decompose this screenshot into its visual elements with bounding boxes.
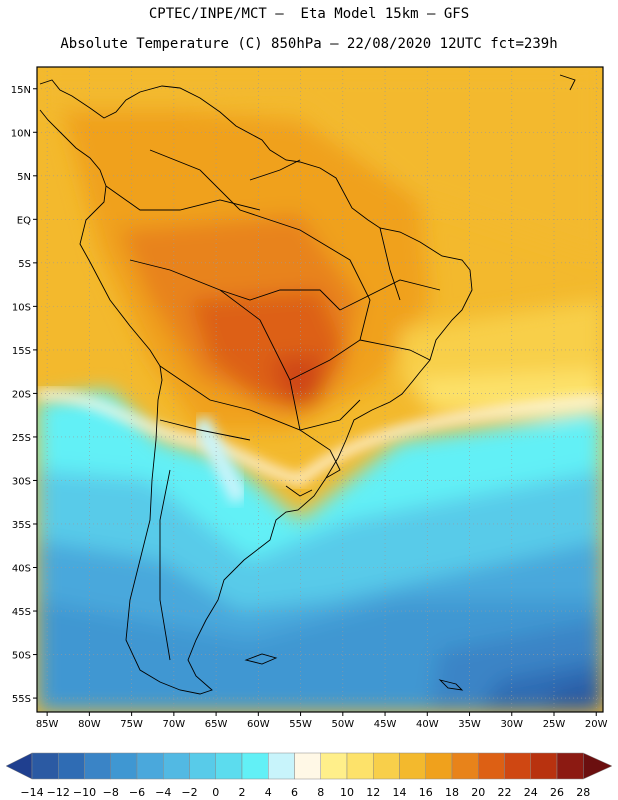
colorbar-label: −14 — [20, 786, 43, 799]
coastline — [39, 74, 576, 695]
lat-tick-label: EQ — [17, 215, 31, 226]
colorbar-label: 12 — [366, 786, 380, 799]
lat-tick-label: 15N — [11, 85, 31, 96]
lat-tick-label: 50S — [12, 651, 31, 662]
lat-tick-label: 55S — [12, 694, 31, 705]
colorbar-label: 16 — [419, 786, 433, 799]
lat-tick-label: 35S — [12, 520, 31, 531]
lat-tick-label: 15S — [12, 346, 31, 357]
colorbar-swatch — [294, 752, 321, 780]
lon-tick-label: 60W — [247, 719, 270, 730]
colorbar-label: 20 — [471, 786, 485, 799]
colorbar-swatch — [320, 752, 348, 780]
map-subtitle: Absolute Temperature (C) 850hPa – 22/08/… — [60, 36, 558, 52]
colorbar-swatch — [504, 752, 531, 780]
colorbar-swatch — [84, 752, 111, 780]
lon-tick-label: 20W — [585, 719, 608, 730]
lat-tick-label: 10N — [11, 128, 31, 139]
colorbar-label: −2 — [181, 786, 197, 799]
lon-tick-label: 30W — [500, 719, 523, 730]
colorbar-label: 6 — [291, 786, 298, 799]
map-title: CPTEC/INPE/MCT – Eta Model 15km – GFS — [148, 6, 470, 22]
colorbar-swatch — [373, 752, 400, 780]
colorbar-label: 14 — [393, 786, 407, 799]
colorbar-swatch — [136, 752, 164, 780]
colorbar-swatch — [425, 752, 453, 780]
colorbar-swatch — [110, 752, 138, 780]
lon-tick-label: 40W — [416, 719, 439, 730]
colorbar-swatch — [530, 752, 558, 780]
lon-tick-label: 25W — [543, 719, 566, 730]
colorbar-max-triangle — [583, 752, 613, 780]
latitude-axis: 15N 10N 5N EQ 5S 10S 15S 20S 25S 30S 35S 40S 45S 50S 5… — [11, 85, 37, 705]
colorbar-swatch — [189, 752, 216, 780]
temperature-field — [37, 67, 603, 712]
lat-tick-label: 40S — [12, 564, 31, 575]
colorbar-swatch — [58, 752, 85, 780]
colorbar-label: 2 — [239, 786, 246, 799]
longitude-axis: 85W 80W 75W 70W 65W 60W 55W 50W 45W 40W 35W 30W 25W 2… — [36, 712, 608, 730]
colorbar-swatch — [241, 752, 269, 780]
map-frame — [36, 66, 604, 713]
colorbar-label: 18 — [445, 786, 459, 799]
colorbar-swatch — [478, 752, 505, 780]
colorbar-swatch — [346, 752, 374, 780]
lat-tick-label: 25S — [12, 433, 31, 444]
colorbar-swatch — [451, 752, 479, 780]
colorbar-label: 4 — [265, 786, 272, 799]
colorbar-label: −12 — [47, 786, 70, 799]
lat-tick-label: 45S — [12, 607, 31, 618]
lat-tick-label: 5N — [17, 172, 31, 183]
colorbar-label: −8 — [103, 786, 119, 799]
colorbar-label: −6 — [129, 786, 145, 799]
colorbar-swatch — [268, 752, 295, 780]
colorbar-swatch — [163, 752, 190, 780]
colorbar-min-triangle — [5, 752, 33, 780]
colorbar-label: 22 — [498, 786, 512, 799]
lon-tick-label: 85W — [36, 719, 59, 730]
colorbar-label: 28 — [576, 786, 590, 799]
lon-tick-label: 55W — [289, 719, 312, 730]
colorbar-swatch — [215, 752, 243, 780]
colorbar-swatch — [399, 752, 426, 780]
colorbar-label: 24 — [524, 786, 538, 799]
lat-tick-label: 10S — [12, 302, 31, 313]
lat-tick-label: 20S — [12, 389, 31, 400]
colorbar-swatch — [31, 752, 59, 780]
lon-tick-label: 70W — [163, 719, 186, 730]
lon-tick-label: 65W — [205, 719, 228, 730]
colorbar-label: −10 — [73, 786, 96, 799]
colorbar: −14 −12 −10 −8 −6 −4 −2 0 2 4 6 8 10 12 14 16 18 20 22 24 26… — [5, 752, 613, 799]
colorbar-label: 10 — [340, 786, 354, 799]
colorbar-label: 26 — [550, 786, 564, 799]
colorbar-label: 0 — [212, 786, 219, 799]
colorbar-label: 8 — [317, 786, 324, 799]
lat-tick-label: 30S — [12, 476, 31, 487]
lon-tick-label: 80W — [78, 719, 101, 730]
colorbar-label: −4 — [155, 786, 171, 799]
lon-tick-label: 35W — [458, 719, 481, 730]
colorbar-swatch — [556, 752, 584, 780]
lon-tick-label: 45W — [374, 719, 397, 730]
lon-tick-label: 50W — [331, 719, 354, 730]
lon-tick-label: 75W — [120, 719, 143, 730]
lat-tick-label: 5S — [18, 259, 31, 270]
